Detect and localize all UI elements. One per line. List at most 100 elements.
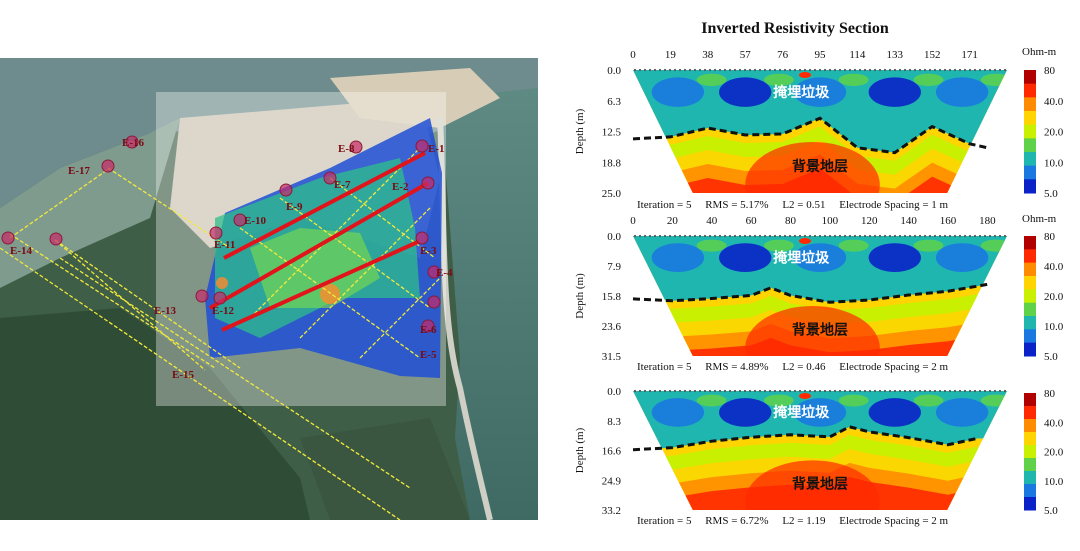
depth-tick-label: 16.6	[602, 446, 622, 458]
section-3	[633, 391, 1007, 510]
surface-electrode	[683, 389, 687, 393]
label-e13: E-13	[154, 305, 177, 317]
surface-electrode	[688, 389, 692, 393]
surface-electrode	[988, 389, 992, 393]
surface-electrode	[853, 389, 857, 393]
surface-electrode	[828, 234, 832, 238]
colorbar-swatch	[1024, 289, 1036, 304]
colorbar-swatch	[1024, 419, 1036, 433]
surface-electrode	[838, 68, 842, 72]
surface-electrode	[663, 389, 667, 393]
surface-electrode	[773, 389, 777, 393]
surface-electrode	[853, 234, 857, 238]
colorbar-tick: 5.0	[1044, 505, 1058, 517]
surface-electrode	[858, 389, 862, 393]
surface-electrode	[793, 68, 797, 72]
y-axis-label: Depth (m)	[574, 427, 586, 473]
colorbar-unit: Ohm-m	[1022, 46, 1057, 58]
surface-electrode	[963, 234, 967, 238]
label-e11: E-11	[214, 239, 235, 251]
surface-electrode	[863, 68, 867, 72]
surface-electrode	[758, 234, 762, 238]
label-e3: E-3	[420, 245, 437, 257]
mid-resistivity-blob	[913, 73, 944, 86]
surface-electrode	[698, 68, 702, 72]
x-tick-label: 38	[702, 49, 714, 61]
mid-resistivity-blob	[696, 239, 727, 252]
surface-electrode	[803, 234, 807, 238]
x-tick-label: 40	[706, 215, 718, 227]
surface-electrode	[778, 68, 782, 72]
depth-tick-label: 7.9	[607, 261, 621, 273]
colorbar-tick: 40.0	[1044, 96, 1064, 108]
colorbar-tick: 5.0	[1044, 351, 1058, 363]
surface-electrode	[638, 389, 642, 393]
colorbar-swatch	[1024, 458, 1036, 472]
surface-electrode	[893, 234, 897, 238]
surface-electrode	[643, 234, 647, 238]
x-tick-label: 114	[849, 49, 866, 61]
surface-electrode	[763, 68, 767, 72]
label-e8: E-8	[338, 143, 355, 155]
depth-tick-label: 23.6	[602, 321, 622, 333]
depth-tick-label: 31.5	[602, 351, 622, 363]
surface-electrode	[878, 68, 882, 72]
low-resistivity-blob	[651, 398, 705, 427]
high-resistivity-spot	[799, 238, 812, 244]
surface-electrode	[763, 234, 767, 238]
colorbar-swatch	[1024, 276, 1036, 290]
colorbar-tick: 80	[1044, 65, 1056, 77]
surface-electrode	[873, 234, 877, 238]
surface-electrode	[758, 68, 762, 72]
surface-electrode	[823, 68, 827, 72]
surface-electrode	[893, 389, 897, 393]
label-e9: E-9	[286, 201, 303, 213]
surface-electrode	[933, 389, 937, 393]
surface-electrode	[953, 389, 957, 393]
chart-title: Inverted Resistivity Section	[701, 20, 889, 37]
depth-tick-label: 33.2	[602, 505, 621, 517]
y-axis-label: Depth (m)	[574, 108, 586, 154]
low-resistivity-blob	[935, 243, 989, 272]
surface-electrode	[673, 68, 677, 72]
surface-electrode	[813, 68, 817, 72]
colorbar-tick: 80	[1044, 388, 1056, 400]
depth-tick-label: 24.9	[602, 475, 622, 487]
surface-electrode	[703, 68, 707, 72]
surface-electrode	[778, 389, 782, 393]
surface-electrode	[733, 234, 737, 238]
label-e15: E-15	[172, 369, 195, 381]
surface-electrode	[673, 234, 677, 238]
mid-resistivity-blob	[913, 239, 944, 252]
depth-tick-label: 8.3	[607, 416, 621, 428]
surface-electrode	[688, 68, 692, 72]
surface-electrode	[738, 389, 742, 393]
surface-electrode	[978, 68, 982, 72]
x-tick-label: 160	[940, 215, 957, 227]
low-resistivity-blob	[935, 77, 989, 107]
surface-electrode	[658, 234, 662, 238]
colorbar-swatch	[1024, 152, 1036, 167]
surface-electrode	[653, 68, 657, 72]
surface-electrode	[633, 234, 637, 238]
colorbar-swatch	[1024, 262, 1036, 277]
surface-electrode	[828, 389, 832, 393]
surface-electrode	[878, 234, 882, 238]
surface-electrode	[898, 234, 902, 238]
surface-electrode	[958, 389, 962, 393]
colorbar-swatch	[1024, 329, 1036, 344]
surface-electrode	[903, 234, 907, 238]
surface-electrode	[768, 389, 772, 393]
surface-electrode	[883, 68, 887, 72]
resistivity-sections: Inverted Resistivity Section 0 19 38 57 76 95…	[540, 0, 1080, 551]
surface-electrode	[798, 389, 802, 393]
colorbar-swatch	[1024, 83, 1036, 98]
x-tick-label: 76	[777, 49, 789, 61]
surface-electrode	[993, 389, 997, 393]
surface-electrode	[718, 68, 722, 72]
surface-electrode	[673, 389, 677, 393]
label-e7: E-7	[334, 179, 351, 191]
surface-electrode	[768, 68, 772, 72]
x-tick-label: 80	[785, 215, 797, 227]
surface-electrode	[993, 234, 997, 238]
